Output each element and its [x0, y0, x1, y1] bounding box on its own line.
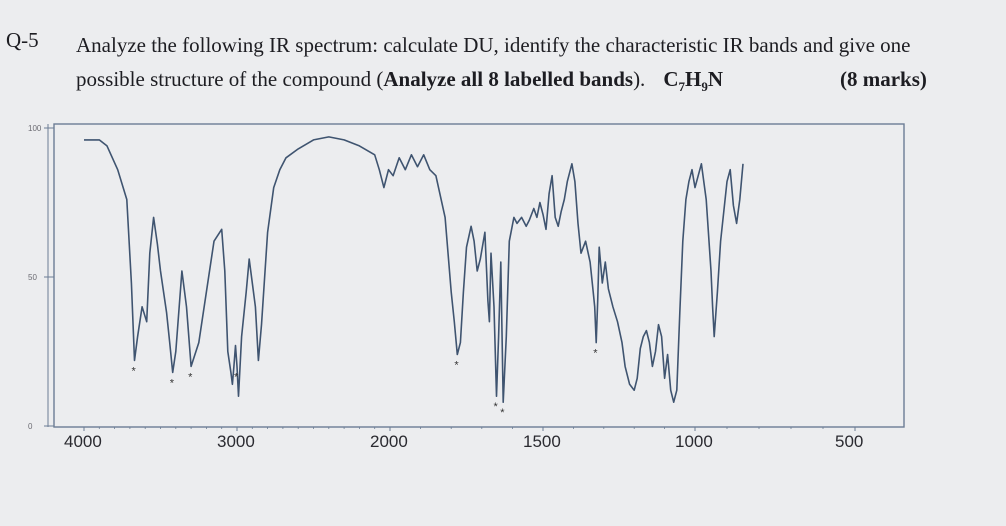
x-tick-label: 2000 [370, 432, 408, 451]
labelled-band-star: * [188, 371, 193, 383]
formula-count-c: 7 [678, 79, 685, 95]
formula-element-h: H [684, 67, 702, 91]
labelled-band-star: * [170, 377, 175, 389]
y-tick-label: 100 [28, 124, 42, 133]
spectrum-series-line [84, 136, 744, 403]
x-tick-label: 1500 [523, 432, 561, 451]
question-line-2-plain: possible structure of the compound ( [76, 67, 384, 91]
question-line-2: possible structure of the compound (Anal… [76, 62, 986, 104]
y-tick-label: 50 [28, 273, 37, 282]
labelled-band-star: * [454, 359, 459, 371]
labelled-band-star: * [493, 401, 498, 413]
question-line-2-bold: Analyze all 8 labelled bands [383, 67, 634, 91]
x-tick-label: 1000 [675, 432, 713, 451]
formula-element-n: N [707, 67, 723, 91]
question-line-2-end: ). [633, 67, 646, 91]
plot-frame [53, 123, 905, 428]
labelled-band-star: * [500, 407, 505, 419]
molecular-formula: C7H9N [663, 67, 723, 95]
x-tick-label: 500 [835, 432, 863, 451]
question-number: Q-5 [6, 28, 39, 52]
labelled-band-star: * [234, 371, 239, 383]
labelled-band-star: * [593, 348, 598, 360]
question-text: Analyze the following IR spectrum: calcu… [76, 28, 986, 104]
formula-element-c: C [663, 67, 679, 91]
y-tick-label: 0 [28, 422, 33, 431]
question-line-1: Analyze the following IR spectrum: calcu… [76, 33, 911, 57]
x-tick-label: 3000 [217, 432, 255, 451]
x-tick-label: 4000 [64, 432, 102, 451]
labelled-band-star: * [131, 365, 136, 377]
formula-count-h: 9 [701, 79, 708, 95]
marks-label: (8 marks) [840, 67, 927, 91]
